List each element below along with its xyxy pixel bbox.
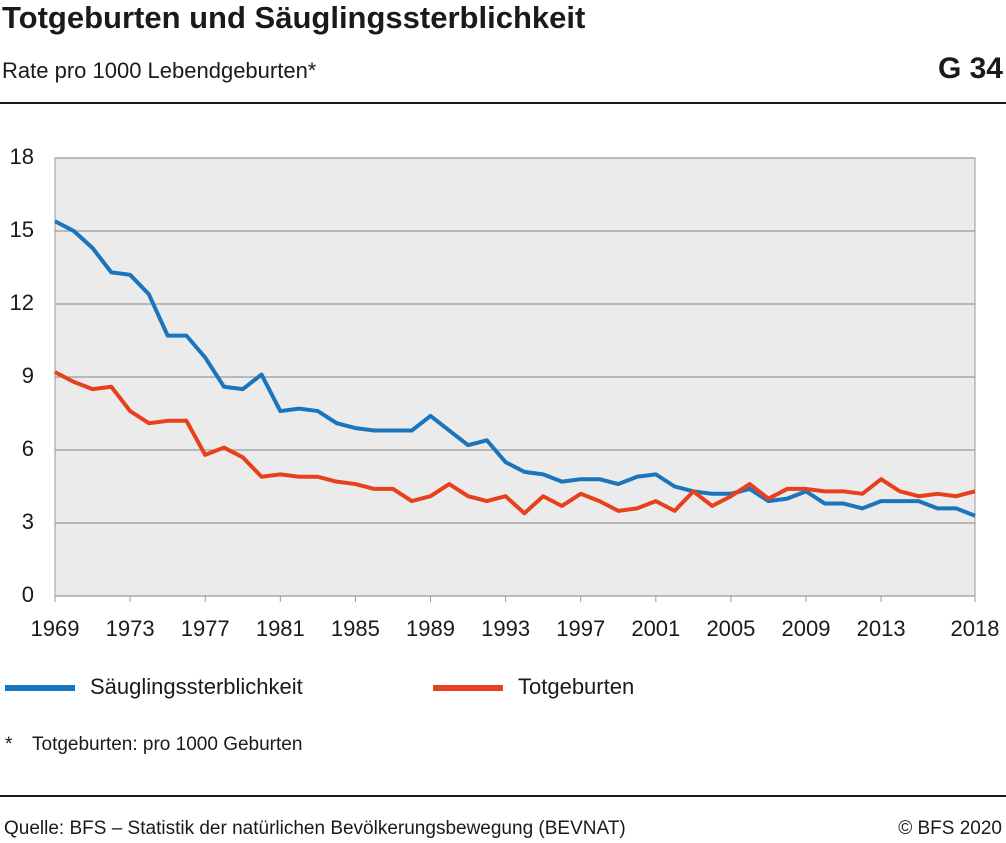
x-tick-label: 2005 <box>706 616 755 641</box>
series-line <box>54 370 976 516</box>
chart-title: Totgeburten und Säuglingssterblichkeit <box>2 0 585 35</box>
chart-subtitle: Rate pro 1000 Lebendgeburten* <box>2 58 317 83</box>
x-tick-label: 1969 <box>31 616 80 641</box>
y-tick-label: 0 <box>22 582 34 607</box>
legend-label: Säuglingssterblichkeit <box>90 674 303 699</box>
series-line <box>54 219 976 518</box>
chart-id: G 34 <box>938 52 1003 85</box>
x-tick-label: 1977 <box>181 616 230 641</box>
copyright: © BFS 2020 <box>898 818 1002 839</box>
footnote-marker: * <box>5 734 13 755</box>
legend-label: Totgeburten <box>518 674 634 699</box>
x-tick-label: 2001 <box>631 616 680 641</box>
y-tick-label: 9 <box>22 363 34 388</box>
x-tick-label: 1985 <box>331 616 380 641</box>
source: Quelle: BFS – Statistik der natürlichen … <box>4 818 626 839</box>
y-tick-label: 6 <box>22 436 34 461</box>
x-tick-label: 1981 <box>256 616 305 641</box>
x-tick-label: 2013 <box>857 616 906 641</box>
footnote: Totgeburten: pro 1000 Geburten <box>32 734 302 755</box>
x-tick-label: 1993 <box>481 616 530 641</box>
y-tick-label: 3 <box>22 509 34 534</box>
x-tick-label: 2009 <box>782 616 831 641</box>
x-tick-label: 1997 <box>556 616 605 641</box>
x-tick-label: 2018 <box>951 616 1000 641</box>
x-tick-label: 1973 <box>106 616 155 641</box>
x-tick-label: 1989 <box>406 616 455 641</box>
y-tick-label: 15 <box>10 217 34 242</box>
y-tick-label: 18 <box>10 144 34 169</box>
y-tick-label: 12 <box>10 290 34 315</box>
